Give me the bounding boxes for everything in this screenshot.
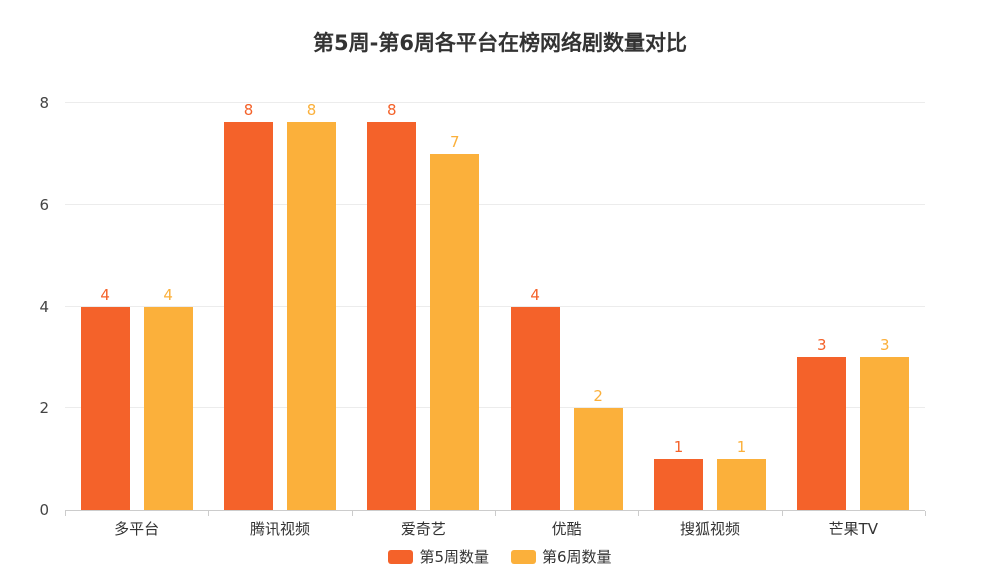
x-tick-label: 芒果TV: [828, 520, 879, 538]
bar-第5周数量-芒果TV[interactable]: [797, 357, 847, 510]
bar-wrap: 1: [653, 103, 703, 510]
bar-value-label: 1: [736, 438, 747, 457]
x-axis-tick: [781, 511, 783, 516]
x-tick-label: 爱奇艺: [400, 520, 446, 538]
bar-value-label: 8: [387, 101, 397, 119]
legend: 第5周数量 第6周数量: [0, 546, 1000, 567]
bar-wrap: 4: [143, 103, 193, 510]
x-tick-label: 搜狐视频: [679, 520, 740, 538]
x-axis-tick: [208, 511, 210, 516]
y-tick-label: 0: [39, 501, 49, 519]
bar-value-label: 8: [243, 101, 254, 119]
bar-第6周数量-搜狐视频[interactable]: [716, 459, 766, 510]
x-axis-tick: [351, 511, 353, 516]
bar-value-label: 4: [100, 285, 110, 304]
bar-第6周数量-芒果TV[interactable]: [860, 357, 910, 510]
x-tick-label: 腾讯视频: [249, 520, 310, 538]
bar-第5周数量-搜狐视频[interactable]: [653, 459, 703, 510]
bar-第6周数量-多平台[interactable]: [143, 306, 193, 510]
x-axis-ticks: [65, 511, 926, 517]
legend-item-第5周数量[interactable]: 第5周数量: [388, 546, 489, 567]
bar-value-label: 3: [817, 336, 827, 355]
legend-label: 第5周数量: [419, 548, 489, 566]
bar-value-label: 3: [880, 336, 890, 355]
bar-第5周数量-腾讯视频[interactable]: [223, 122, 273, 510]
y-tick-label: 4: [39, 297, 49, 316]
x-axis-tick: [925, 511, 926, 516]
bar-wrap: 1: [716, 103, 766, 510]
legend-item-第6周数量[interactable]: 第6周数量: [511, 546, 612, 567]
y-tick-label: 6: [39, 195, 49, 214]
legend-label: 第6周数量: [542, 548, 612, 566]
bar-第5周数量-多平台[interactable]: [80, 306, 130, 510]
bar-第6周数量-腾讯视频[interactable]: [286, 122, 336, 510]
bar-wrap: 4: [510, 103, 560, 510]
bar-第6周数量-优酷[interactable]: [573, 408, 623, 510]
chart-title: 第5周-第6周各平台在榜网络剧数量对比: [313, 31, 687, 55]
x-axis-tick: [65, 511, 66, 516]
grid-layer: [65, 102, 925, 510]
x-tick-label: 多平台: [114, 520, 160, 538]
bar-value-label: 7: [450, 132, 460, 151]
grid-line: [65, 305, 925, 307]
bar-wrap: 2: [573, 103, 623, 510]
bar-wrap: 8: [367, 101, 417, 510]
bar-wrap: 3: [860, 103, 910, 510]
y-axis: 0 2 4 6 8: [0, 94, 57, 519]
legend-swatch: [388, 549, 414, 564]
x-axis-labels: 多平台 腾讯视频 爱奇艺 优酷 搜狐视频 芒果TV: [65, 518, 925, 539]
legend-swatch: [511, 549, 536, 564]
x-axis-tick: [495, 511, 496, 516]
grid-line: [65, 407, 925, 409]
grid-line: [65, 203, 925, 205]
x-axis-tick: [638, 511, 640, 516]
bar-wrap: 8: [223, 101, 273, 510]
bar-value-label: 4: [163, 285, 173, 304]
bar-wrap: 4: [80, 103, 130, 510]
y-tick-label: 2: [39, 399, 49, 418]
bar-value-label: 2: [593, 387, 603, 406]
bar-wrap: 3: [797, 103, 847, 510]
bar-第6周数量-爱奇艺[interactable]: [430, 153, 480, 510]
bar-wrap: 8: [286, 101, 336, 510]
y-tick-label: 8: [39, 94, 49, 112]
bar-第5周数量-优酷[interactable]: [510, 306, 560, 510]
bar-wrap: 7: [430, 103, 480, 510]
grid-line: [65, 102, 925, 103]
bar-value-label: 1: [673, 438, 684, 457]
bar-value-label: 8: [306, 101, 317, 119]
bar-第5周数量-爱奇艺[interactable]: [367, 122, 417, 510]
x-tick-label: 优酷: [551, 520, 582, 538]
bar-value-label: 4: [530, 285, 540, 304]
